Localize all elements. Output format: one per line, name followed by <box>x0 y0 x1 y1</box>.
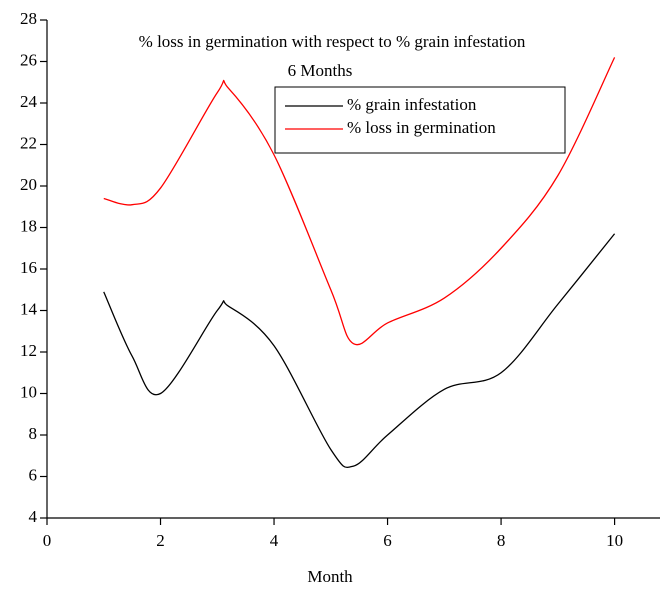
legend-label: % grain infestation <box>347 95 477 114</box>
line <box>103 233 616 469</box>
x-tick-label: 6 <box>383 531 392 550</box>
y-tick-label: 26 <box>20 50 37 69</box>
x-tick-label: 4 <box>270 531 279 550</box>
x-axis-label: Month <box>307 567 353 586</box>
x-tick-label: 2 <box>156 531 165 550</box>
y-tick-label: 4 <box>29 507 38 526</box>
chart-subtitle: 6 Months <box>288 61 353 80</box>
y-tick-label: 16 <box>20 258 37 277</box>
y-tick-label: 28 <box>20 9 37 28</box>
y-tick-label: 10 <box>20 382 37 401</box>
chart-title: % loss in germination with respect to % … <box>139 32 526 51</box>
y-tick-label: 22 <box>20 133 37 152</box>
x-tick-label: 0 <box>43 531 52 550</box>
y-tick-label: 12 <box>20 341 37 360</box>
line <box>103 57 616 346</box>
y-tick-label: 20 <box>20 175 37 194</box>
y-tick-label: 18 <box>20 216 37 235</box>
x-tick-label: 8 <box>497 531 506 550</box>
y-tick-label: 24 <box>20 92 38 111</box>
x-tick-label: 10 <box>606 531 623 550</box>
legend-box <box>274 86 566 154</box>
y-tick-label: 8 <box>29 424 38 443</box>
legend-label: % loss in germination <box>347 118 496 137</box>
y-tick-label: 14 <box>20 299 38 318</box>
y-tick-label: 6 <box>29 465 38 484</box>
